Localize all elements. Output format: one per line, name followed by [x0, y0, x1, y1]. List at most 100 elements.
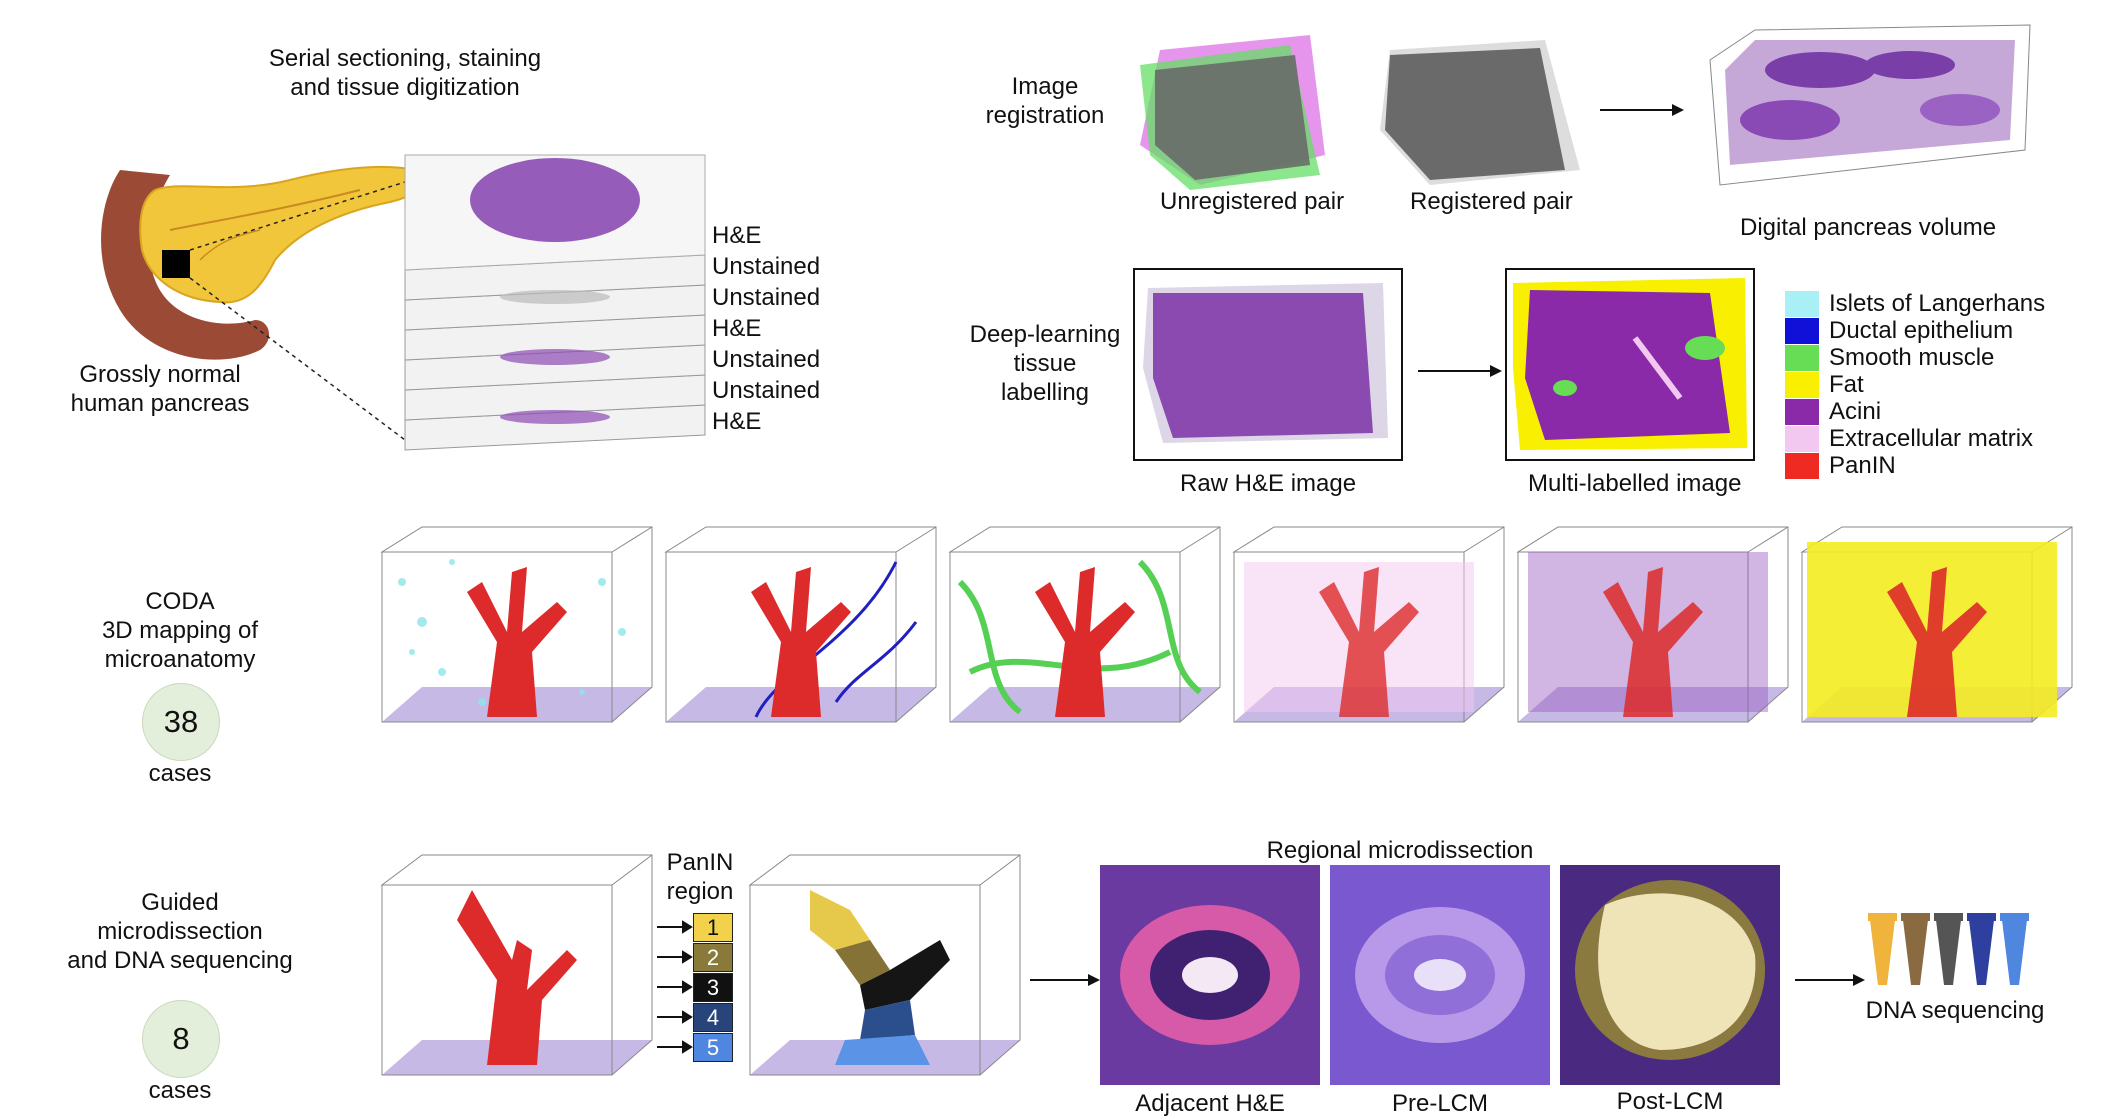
legend-item: Ductal epithelium: [1785, 317, 2013, 344]
unregistered-caption: Unregistered pair: [1160, 188, 1345, 215]
pancreas-label: Grossly normal human pancreas: [40, 360, 280, 418]
stack-label: Unstained: [712, 346, 821, 373]
sectioning-title-line2: and tissue digitization: [290, 74, 520, 101]
region-box-3: 3: [693, 973, 733, 1002]
legend-swatch: [1785, 344, 1819, 371]
guided-count-unit: cases: [148, 1077, 212, 1104]
legend-label: Ductal epithelium: [1829, 316, 2014, 344]
coda-cube-acini: [1516, 526, 1789, 723]
sectioning-title-line1: Serial sectioning, staining: [268, 45, 542, 72]
arrow-to-microdissection: [1030, 974, 1100, 986]
stack-label: Unstained: [712, 377, 821, 404]
raw-caption: Raw H&E image: [1180, 470, 1357, 497]
stack-label: Unstained: [712, 253, 821, 280]
labelling-label-line2: tissue: [1013, 350, 1077, 377]
post-lcm-caption: Post-LCM: [1616, 1088, 1724, 1115]
legend-item: Acini: [1785, 398, 1881, 425]
coda-cube-islets: [380, 526, 653, 723]
multi-caption: Multi-labelled image: [1528, 470, 1742, 497]
coda-label: CODA 3D mapping of microanatomy: [70, 587, 290, 674]
guided-label-line2: microdissection: [97, 918, 263, 945]
guided-label-line1: Guided: [141, 889, 219, 916]
region-boxes: 1 2 3 4 5: [693, 913, 733, 1063]
guided-count: 8: [172, 1021, 190, 1056]
guided-cube-panin: [380, 854, 653, 1076]
registration-label-line1: Image: [1011, 73, 1079, 100]
labelling-label-line3: labelling: [1000, 379, 1090, 406]
region-box-1: 1: [693, 913, 733, 942]
volume-caption: Digital pancreas volume: [1740, 214, 1997, 241]
region-box-2: 2: [693, 943, 733, 972]
coda-label-line1: CODA: [145, 588, 215, 615]
pancreas-label-line1: Grossly normal: [79, 361, 241, 388]
legend-swatch: [1785, 398, 1819, 425]
legend-label: Islets of Langerhans: [1829, 289, 2046, 317]
legend-label: Fat: [1829, 370, 1864, 398]
dna-caption: DNA sequencing: [1865, 997, 2045, 1024]
legend-label: Acini: [1829, 397, 1882, 425]
unregistered-pair-image: [1140, 35, 1325, 190]
stack-label: H&E: [712, 222, 762, 249]
pancreas-label-line2: human pancreas: [70, 390, 250, 417]
legend-item: Islets of Langerhans: [1785, 290, 2045, 317]
legend-label: PanIN: [1829, 451, 1896, 479]
coda-label-line2: 3D mapping of: [101, 617, 259, 644]
labelling-label-line1: Deep-learning: [969, 321, 1121, 348]
registered-pair-image: [1380, 40, 1580, 185]
pancreas-illustration: [101, 166, 426, 440]
coda-label-line3: microanatomy: [104, 646, 256, 673]
panin-region-line2: region: [666, 878, 734, 905]
legend-swatch: [1785, 371, 1819, 398]
legend: Islets of Langerhans Ductal epithelium S…: [1785, 290, 2095, 480]
stack-slides: [404, 154, 706, 451]
guided-label: Guided microdissection and DNA sequencin…: [55, 888, 305, 975]
region-box-5: 5: [693, 1033, 733, 1062]
stack-label: H&E: [712, 408, 762, 435]
adjacent-caption: Adjacent H&E: [1135, 1090, 1285, 1117]
pre-lcm-caption: Pre-LCM: [1391, 1090, 1488, 1117]
registered-caption: Registered pair: [1410, 188, 1573, 215]
coda-count: 38: [163, 704, 199, 739]
raw-he-image: [1133, 268, 1403, 461]
legend-swatch: [1785, 425, 1819, 452]
multi-labelled-image: [1505, 268, 1755, 461]
sectioning-title: Serial sectioning, staining and tissue d…: [245, 44, 565, 102]
slide-stack: [404, 154, 706, 451]
post-lcm-image: [1560, 865, 1780, 1085]
legend-item: Extracellular matrix: [1785, 425, 2033, 452]
arrow-to-dna: [1795, 974, 1865, 986]
legend-item: Fat: [1785, 371, 1864, 398]
legend-item: PanIN: [1785, 452, 1896, 479]
microdissection-title: Regional microdissection: [1266, 837, 1534, 864]
legend-swatch: [1785, 290, 1819, 317]
panin-region-label: PanIN region: [650, 848, 750, 906]
coda-cube-smooth-muscle: [948, 526, 1221, 723]
guided-label-line3: and DNA sequencing: [67, 947, 293, 974]
coda-count-unit: cases: [148, 760, 212, 787]
legend-label: Extracellular matrix: [1829, 424, 2034, 452]
region-box-4: 4: [693, 1003, 733, 1032]
pre-lcm-image: [1330, 865, 1550, 1085]
stack-labels: H&E Unstained Unstained H&E Unstained Un…: [712, 222, 852, 452]
coda-cube-ducts: [664, 526, 937, 723]
legend-label: Smooth muscle: [1829, 343, 1995, 371]
sample-block: [162, 250, 190, 278]
arrow-to-labelled: [1418, 365, 1502, 377]
panin-region-line1: PanIN: [666, 849, 734, 876]
guided-count-circle: 8: [142, 1000, 220, 1078]
legend-swatch: [1785, 317, 1819, 344]
arrow-to-volume: [1600, 104, 1684, 116]
legend-item: Smooth muscle: [1785, 344, 1994, 371]
adjacent-he-image: [1100, 865, 1320, 1085]
stack-label: H&E: [712, 315, 762, 342]
legend-swatch: [1785, 452, 1819, 479]
registration-label: Image registration: [955, 72, 1135, 130]
labelling-label: Deep-learning tissue labelling: [945, 320, 1145, 407]
coda-cube-fat: [1800, 526, 2073, 723]
registration-label-line2: registration: [985, 102, 1105, 129]
sequencing-tubes-icon: [1868, 913, 2029, 985]
digital-volume-image: [1709, 24, 2031, 186]
region-arrows: [657, 920, 693, 1054]
coda-count-circle: 38: [142, 683, 220, 761]
guided-cube-regions: [748, 854, 1021, 1076]
